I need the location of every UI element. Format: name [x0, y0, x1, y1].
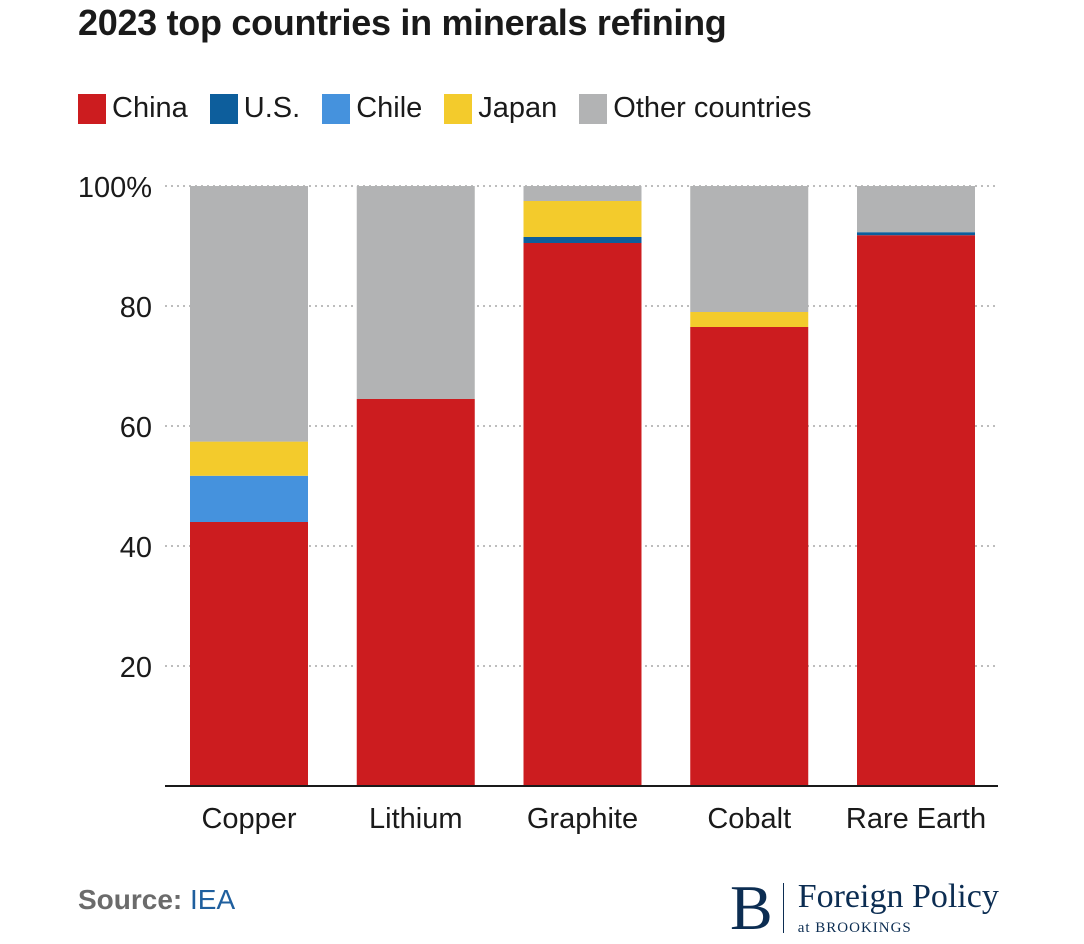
logo-sub-name: BROOKINGS — [815, 919, 912, 936]
y-tick-label-20: 20 — [120, 652, 152, 684]
logo-name: Foreign Policy — [797, 877, 999, 915]
bar-lithium-other-countries — [356, 186, 475, 399]
bar-rare-earth-other-countries — [857, 186, 975, 233]
bar-cobalt-china — [690, 327, 809, 786]
bar-graphite-japan — [523, 201, 642, 237]
legend-label-us: U.S. — [243, 92, 301, 124]
logo-sub: at BROOKINGS — [798, 920, 999, 937]
legend: China U.S. Chile Japan Other countries — [78, 92, 834, 125]
logo-divider — [782, 883, 784, 933]
bar-copper-other-countries — [190, 186, 308, 442]
legend-label-chile: Chile — [356, 92, 423, 124]
y-tick-label-100: 100% — [78, 172, 152, 204]
legend-item-japan: Japan — [444, 92, 557, 125]
legend-label-china: China — [112, 92, 188, 124]
bar-graphite-other-countries — [523, 186, 642, 201]
x-tick-label-copper: Copper — [201, 803, 296, 835]
chart-title: 2023 top countries in minerals refining — [78, 2, 727, 43]
legend-item-us: U.S. — [209, 92, 301, 125]
legend-item-china: China — [78, 92, 188, 125]
source-link[interactable]: IEA — [190, 884, 236, 915]
legend-item-other: Other countries — [579, 92, 812, 125]
logo-text: Foreign Policy at BROOKINGS — [797, 877, 999, 937]
legend-swatch-us — [209, 93, 238, 124]
x-tick-label-cobalt: Cobalt — [707, 803, 791, 835]
bar-rare-earth-u-s — [857, 232, 975, 236]
legend-item-chile: Chile — [322, 92, 422, 125]
legend-swatch-china — [78, 93, 106, 124]
y-tick-label-80: 80 — [120, 292, 152, 324]
legend-swatch-other — [579, 93, 608, 124]
legend-swatch-chile — [322, 93, 351, 124]
brookings-logo: B Foreign Policy at BROOKINGS — [730, 876, 999, 940]
legend-label-other: Other countries — [613, 92, 812, 124]
logo-mark: B — [730, 872, 773, 943]
source-note: Source: IEA — [78, 884, 235, 916]
y-tick-label-60: 60 — [120, 412, 152, 444]
y-tick-label-40: 40 — [120, 532, 152, 564]
bar-copper-japan — [190, 441, 308, 476]
bar-graphite-u-s — [523, 237, 642, 243]
bar-cobalt-other-countries — [690, 186, 809, 312]
legend-swatch-japan — [444, 93, 473, 124]
bar-graphite-china — [523, 243, 642, 786]
bar-copper-china — [190, 522, 308, 786]
legend-label-japan: Japan — [478, 92, 558, 124]
bar-lithium-china — [356, 399, 475, 786]
logo-sub-prefix: at — [797, 919, 811, 936]
stacked-bar-chart: 20 40 60 80 100% Copper Lithium Graphite Cobalt R… — [78, 172, 998, 835]
bar-cobalt-japan — [690, 312, 809, 327]
bar-rare-earth-china — [857, 235, 975, 786]
bar-copper-chile — [190, 475, 308, 522]
x-tick-label-rare-earth: Rare Earth — [846, 803, 986, 835]
source-label: Source: — [78, 884, 183, 915]
x-tick-label-graphite: Graphite — [527, 803, 638, 835]
x-tick-label-lithium: Lithium — [369, 803, 463, 835]
